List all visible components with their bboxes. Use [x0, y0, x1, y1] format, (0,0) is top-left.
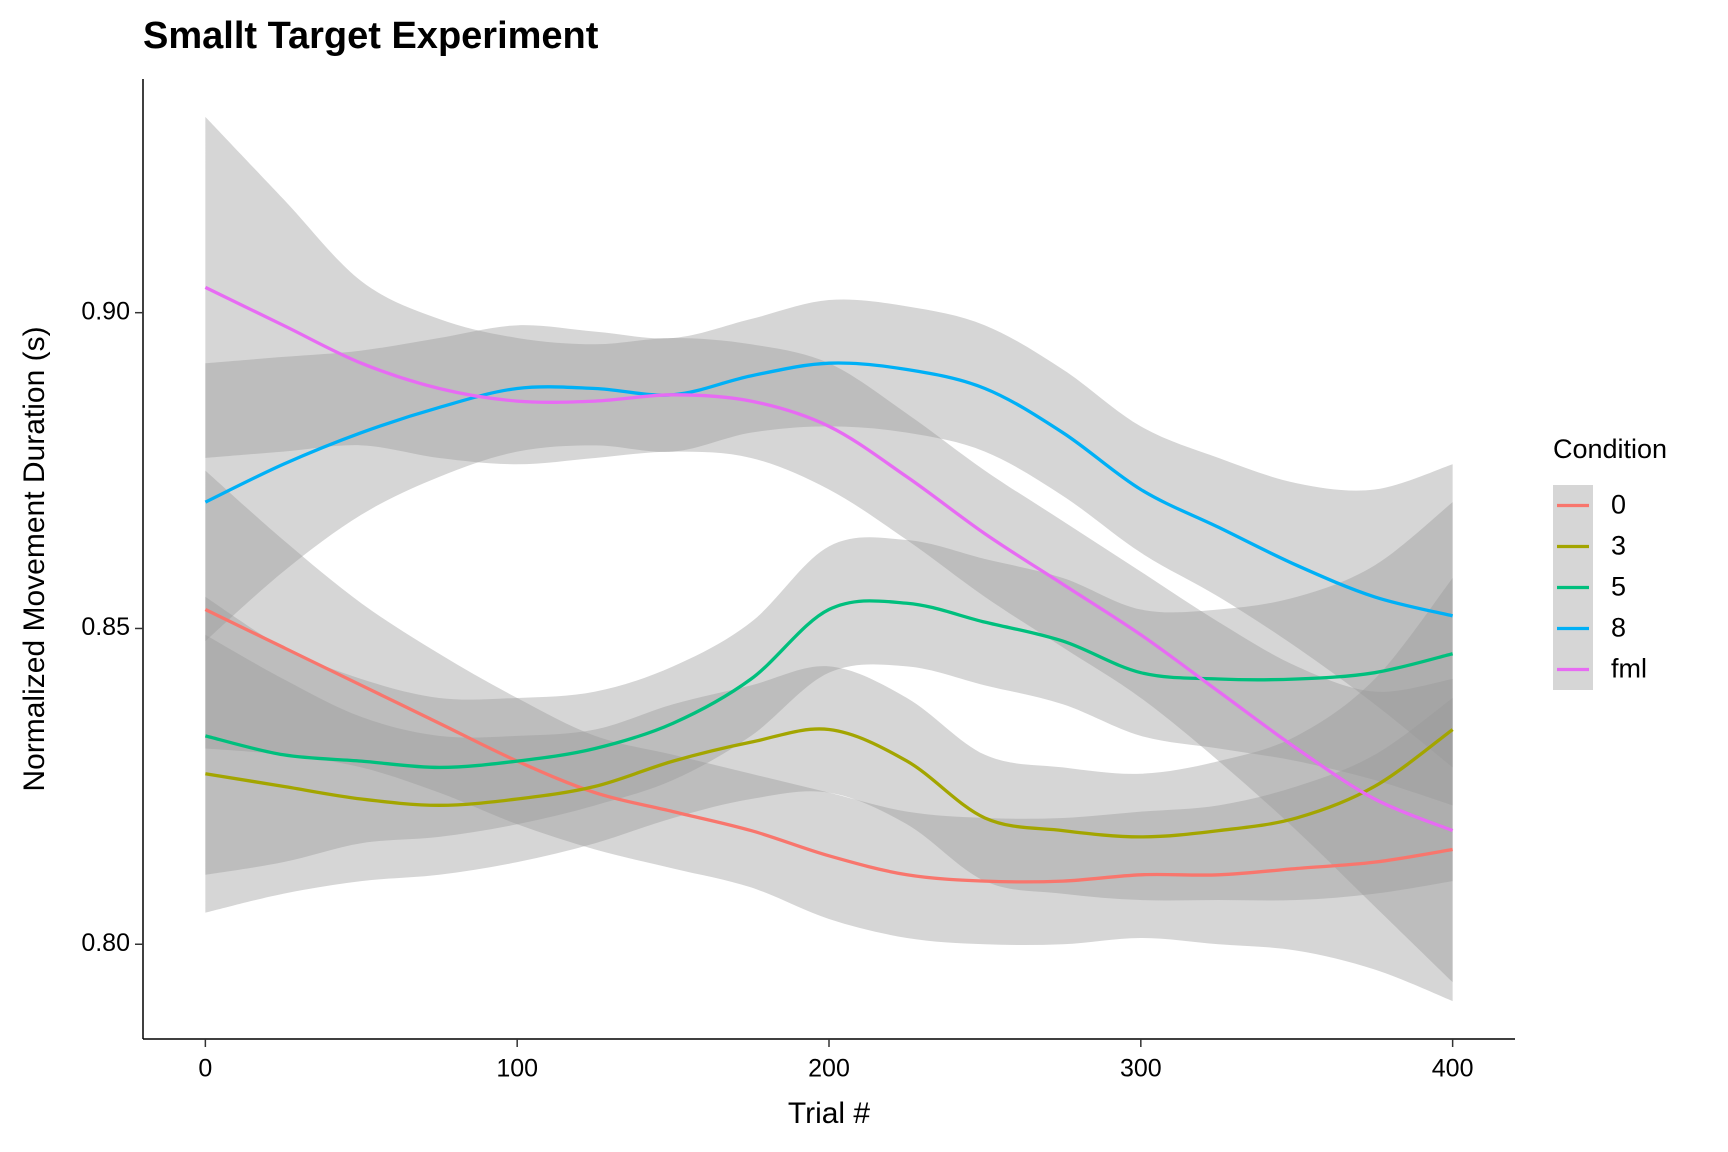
chart-title: Smallt Target Experiment [143, 15, 599, 57]
trend-line [204, 285, 1454, 833]
legend-title: Condition [1553, 434, 1667, 464]
legend-label: 8 [1611, 613, 1626, 643]
trend-line [204, 361, 1454, 618]
x-axis-title: Trial # [788, 1097, 871, 1130]
x-tick-label: 100 [496, 1055, 538, 1083]
legend-label: 5 [1611, 572, 1626, 602]
lines [204, 285, 1454, 884]
confidence-band [205, 577, 1453, 913]
confidence-band [205, 470, 1453, 1002]
x-tick-label: 300 [1120, 1055, 1162, 1083]
x-tick-label: 400 [1432, 1055, 1474, 1083]
y-tick-label: 0.90 [81, 297, 130, 325]
legend-label: 3 [1611, 531, 1626, 561]
confidence-band [205, 299, 1453, 768]
confidence-band [205, 502, 1453, 875]
bands [205, 116, 1453, 1002]
x-tick-label: 0 [198, 1055, 212, 1083]
trend-line [204, 599, 1454, 770]
y-tick-label: 0.85 [81, 613, 130, 641]
y-axis-title: Normalized Movement Duration (s) [18, 326, 51, 791]
legend-label: 0 [1611, 490, 1626, 520]
trend-line [205, 727, 1454, 839]
trend-line [204, 608, 1453, 884]
x-tick-label: 200 [808, 1055, 850, 1083]
legend-label: fml [1611, 654, 1647, 684]
y-tick-label: 0.80 [81, 929, 130, 957]
